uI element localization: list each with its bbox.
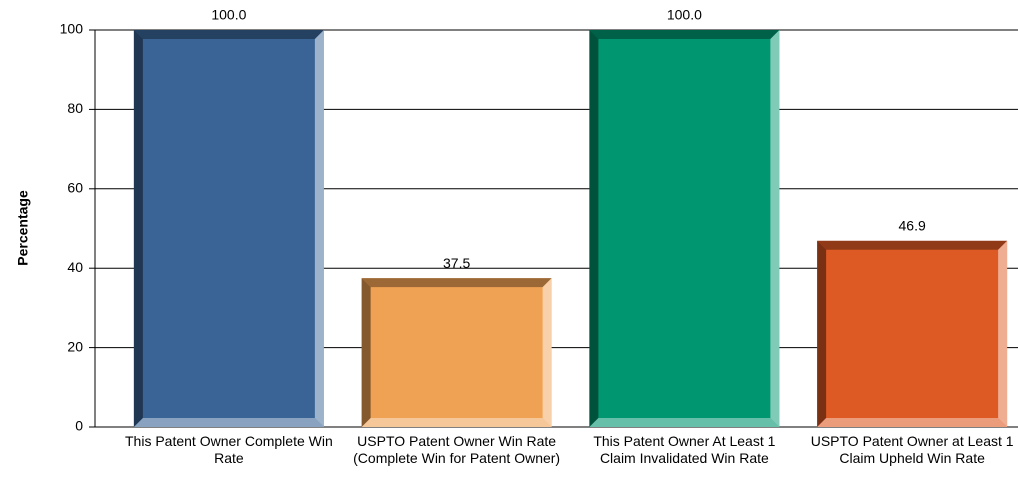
x-tick-label: USPTO Patent Owner at Least 1 Claim Uphe…: [810, 433, 1014, 466]
bar-bevel-bottom: [133, 418, 324, 427]
bar-bevel-top: [589, 30, 780, 39]
y-tick-label: 80: [67, 100, 83, 116]
bar-bevel-bottom: [817, 418, 1008, 427]
bar-bevel-top: [361, 278, 552, 288]
y-tick-label: 100: [60, 21, 84, 37]
value-label: 100.0: [211, 7, 246, 23]
bar-bevel-left: [133, 30, 143, 427]
x-tick-label: USPTO Patent Owner Win Rate (Complete Wi…: [353, 433, 561, 466]
bar-bevel-bottom: [361, 418, 552, 427]
y-tick-label: 40: [67, 259, 83, 275]
bar-bevel-right: [770, 30, 780, 427]
bar: [817, 240, 1008, 427]
bar: [133, 30, 324, 427]
value-label: 46.9: [899, 218, 926, 234]
bar-bevel-left: [361, 278, 371, 427]
y-tick-label: 20: [67, 338, 83, 354]
bar: [361, 278, 552, 427]
y-tick-label: 60: [67, 180, 83, 196]
y-tick-label: 0: [75, 418, 83, 434]
bar-bevel-right: [314, 30, 324, 427]
bar-bevel-top: [817, 240, 1008, 250]
y-axis-label: Percentage: [15, 190, 31, 266]
bar-bevel-left: [589, 30, 599, 427]
bar-bevel-bottom: [589, 418, 780, 427]
bar: [589, 30, 780, 427]
x-tick-label: This Patent Owner Complete Win Rate: [125, 433, 333, 466]
value-label: 100.0: [667, 7, 702, 23]
bar-bevel-left: [817, 240, 827, 427]
x-tick-label: This Patent Owner At Least 1 Claim Inval…: [593, 433, 776, 466]
bar-bevel-right: [998, 240, 1008, 427]
value-label: 37.5: [443, 255, 470, 271]
bar-bevel-top: [133, 30, 324, 39]
bar-bevel-right: [542, 278, 552, 427]
